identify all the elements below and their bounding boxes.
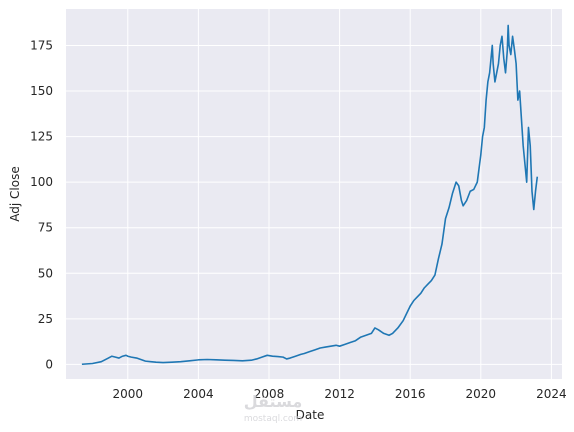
y-tick-label: 25 (38, 312, 53, 326)
y-tick-label: 100 (30, 175, 53, 189)
watermark: مستقل mostaql.com (244, 392, 303, 424)
x-tick-label: 2016 (395, 387, 426, 401)
x-tick-label: 2004 (183, 387, 214, 401)
y-tick-label: 0 (45, 357, 53, 371)
y-gridlines (66, 44, 562, 365)
x-tick-label: 2024 (536, 387, 567, 401)
x-tick-label: 2012 (324, 387, 355, 401)
y-axis-label: Adj Close (8, 166, 22, 221)
y-tick-label: 50 (38, 266, 53, 280)
y-tick-label: 175 (30, 38, 53, 52)
series-line (81, 24, 539, 366)
plot-background (66, 9, 562, 379)
x-gridlines (127, 9, 552, 379)
x-tick-labels: 2000 2004 2008 2012 2016 2020 2024 (113, 387, 567, 401)
y-tick-label: 150 (30, 84, 53, 98)
x-tick-label: 2000 (113, 387, 144, 401)
y-tick-label: 75 (38, 221, 53, 235)
x-tick-label: 2008 (254, 387, 285, 401)
y-tick-labels: 0 25 50 75 100 125 150 175 (30, 38, 53, 371)
watermark-url: mostaql.com (244, 414, 302, 424)
watermark-logo: مستقل (244, 392, 303, 411)
x-axis-label: Date (296, 408, 325, 422)
y-tick-label: 125 (30, 130, 53, 144)
x-tick-label: 2020 (466, 387, 497, 401)
